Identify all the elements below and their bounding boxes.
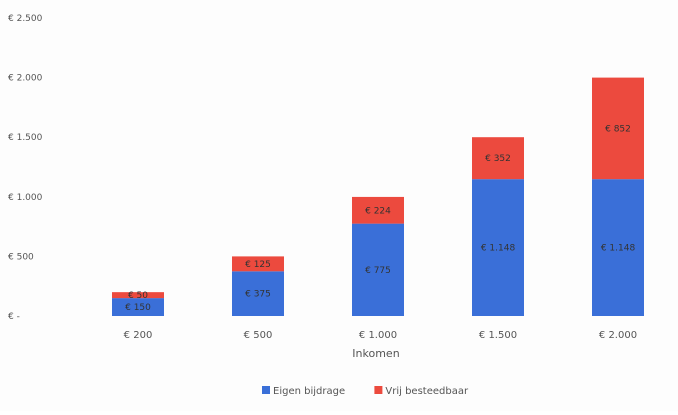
y-tick-label: € 1.000 bbox=[8, 193, 43, 203]
data-label-vrij-besteedbaar: € 125 bbox=[245, 260, 271, 270]
data-label-vrij-besteedbaar: € 224 bbox=[365, 206, 391, 216]
x-tick-label: € 1.500 bbox=[479, 330, 517, 341]
y-tick-label: € 500 bbox=[8, 252, 34, 262]
bar-vrij-besteedbaar bbox=[592, 77, 644, 180]
y-axis: € - € 500 € 1.000 € 1.500 € 2.000 € 2.500 bbox=[8, 14, 43, 322]
data-label-vrij-besteedbaar: € 352 bbox=[485, 154, 511, 164]
x-axis: € 200 € 500 € 1.000 € 1.500 € 2.000 bbox=[124, 330, 637, 341]
x-axis-title: Inkomen bbox=[352, 347, 399, 360]
y-tick-label: € 2.000 bbox=[8, 74, 43, 84]
y-tick-label: € - bbox=[8, 312, 20, 322]
x-tick-label: € 1.000 bbox=[359, 330, 397, 341]
bars: € 150 € 50 € 375 € 125 € 775 € 224 € 1.148 € 35… bbox=[112, 77, 644, 316]
bar-vrij-besteedbaar bbox=[472, 137, 524, 180]
data-label-eigen-bijdrage: € 150 bbox=[125, 303, 151, 313]
data-label-eigen-bijdrage: € 1.148 bbox=[601, 244, 636, 254]
legend-swatch-vrij-besteedbaar bbox=[374, 386, 383, 394]
x-tick-label: € 200 bbox=[124, 330, 153, 341]
data-label-eigen-bijdrage: € 1.148 bbox=[481, 244, 516, 254]
bar-eigen-bijdrage bbox=[472, 179, 524, 316]
bar-eigen-bijdrage bbox=[352, 223, 404, 316]
bar-vrij-besteedbaar bbox=[232, 256, 284, 272]
legend-label-vrij-besteedbaar: Vrij besteedbaar bbox=[385, 386, 469, 397]
bar-vrij-besteedbaar bbox=[112, 292, 164, 299]
data-label-vrij-besteedbaar: € 50 bbox=[128, 291, 148, 301]
x-tick-label: € 500 bbox=[244, 330, 273, 341]
legend: Eigen bijdrage Vrij besteedbaar bbox=[262, 386, 469, 397]
legend-swatch-eigen-bijdrage bbox=[262, 386, 270, 394]
legend-label-eigen-bijdrage: Eigen bijdrage bbox=[273, 386, 345, 397]
y-tick-label: € 1.500 bbox=[8, 133, 43, 143]
data-label-vrij-besteedbaar: € 852 bbox=[605, 124, 631, 134]
bar-eigen-bijdrage bbox=[592, 179, 644, 316]
data-label-eigen-bijdrage: € 775 bbox=[365, 266, 391, 276]
bar-eigen-bijdrage bbox=[112, 298, 164, 316]
bar-vrij-besteedbaar bbox=[352, 196, 404, 224]
data-label-eigen-bijdrage: € 375 bbox=[245, 290, 271, 300]
x-tick-label: € 2.000 bbox=[599, 330, 637, 341]
bar-eigen-bijdrage bbox=[232, 271, 284, 316]
y-tick-label: € 2.500 bbox=[8, 14, 43, 24]
